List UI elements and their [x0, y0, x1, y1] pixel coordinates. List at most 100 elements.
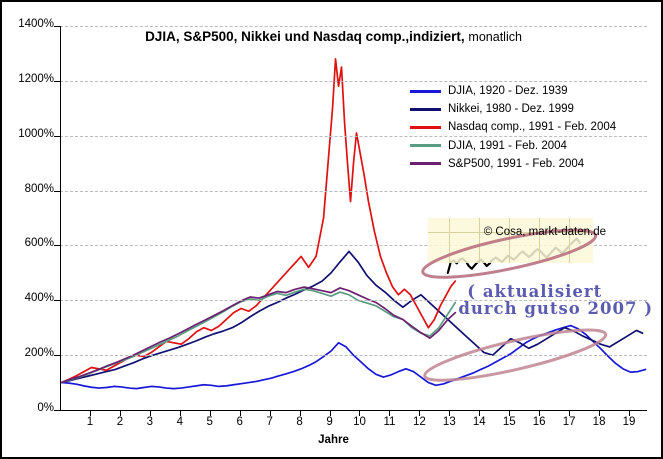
y-axis-tickmark [54, 190, 60, 192]
x-axis-tick-label: 14 [472, 416, 486, 428]
x-axis-tick-label: 12 [412, 416, 426, 428]
x-axis-tick-label: 4 [176, 416, 183, 428]
y-axis-tick-label: 0% [37, 402, 54, 414]
y-axis-tick-label: 600% [24, 237, 54, 250]
gridline [60, 80, 647, 82]
highlight-box-gridline [569, 218, 571, 264]
x-axis-tick-label: 6 [236, 416, 243, 428]
highlight-box-gridline [428, 231, 594, 233]
x-axis-tick-label: 5 [206, 416, 213, 428]
chart-legend: DJIA, 1920 - Dez. 1939 Nikkei, 1980 - Dez… [410, 82, 616, 173]
y-axis-tick-label: 1400% [18, 18, 54, 30]
x-axis-tick-label: 9 [326, 416, 333, 428]
x-axis-tick-label: 18 [592, 416, 606, 428]
legend-item[interactable]: DJIA, 1991 - Feb. 2004 [410, 137, 616, 155]
x-axis-tickmark [299, 410, 301, 416]
annotation-ellipses [421, 228, 608, 382]
x-axis-tick-label: 13 [442, 416, 456, 428]
highlight-box-gridline [449, 218, 451, 264]
legend-item[interactable]: S&P500, 1991 - Feb. 2004 [410, 155, 616, 173]
legend-label: Nikkei, 1980 - Dez. 1999 [448, 103, 574, 116]
x-axis-tickmark [599, 410, 601, 416]
gridline [60, 190, 647, 192]
chart-title-sub: monatlich [468, 30, 522, 44]
legend-color-swatch [410, 162, 441, 166]
x-axis-tickmark [359, 410, 361, 416]
plot-area [60, 26, 647, 410]
x-axis-tickmark [119, 410, 121, 416]
x-axis-tickmark [209, 410, 211, 416]
x-axis-tickmark [539, 410, 541, 416]
legend-item[interactable]: Nasdaq comp., 1991 - Feb. 2004 [410, 118, 616, 136]
x-axis-tickmark [569, 410, 571, 416]
legend-item[interactable]: DJIA, 1920 - Dez. 1939 [410, 82, 616, 100]
highlight-box [428, 218, 594, 264]
y-axis-tick-label: 1200% [18, 72, 54, 85]
x-axis-line [60, 410, 647, 411]
x-axis-tick-label: 15 [502, 416, 516, 428]
watermark-label: © Cosa, markt-daten.de [483, 225, 607, 238]
x-axis-tickmark [389, 410, 391, 416]
x-axis-title: Jahre [318, 434, 349, 446]
y-axis-tick-label: 800% [24, 182, 54, 195]
x-axis-tick-label: 8 [296, 416, 303, 428]
x-axis-tickmark [239, 410, 241, 416]
x-axis-tickmark [629, 410, 631, 416]
x-axis-tick-label: 3 [146, 416, 154, 428]
highlight-box-gridline [479, 218, 481, 264]
x-axis-tickmark [89, 410, 91, 416]
y-axis-tickmark [54, 410, 60, 411]
series-line [60, 286, 457, 384]
y-axis-tickmark [54, 245, 60, 247]
x-axis-tickmark [419, 410, 421, 416]
x-axis-tickmark [509, 410, 511, 416]
highlight-box-gridline [539, 218, 541, 264]
legend-color-swatch [410, 89, 441, 93]
x-axis-tickmark [449, 410, 451, 416]
handwritten-annotation-line1: ( aktualisiert [467, 282, 603, 302]
chart-title: DJIA, S&P500, Nikkei und Nasdaq comp.,in… [2, 29, 661, 44]
legend-color-swatch [410, 144, 441, 148]
x-axis-tick-label: 1 [86, 416, 94, 428]
y-axis-tickmark [54, 300, 60, 302]
x-axis-tick-label: 11 [383, 416, 396, 428]
y-axis-line [60, 26, 61, 410]
x-axis-tickmark [269, 410, 271, 416]
legend-label: DJIA, 1920 - Dez. 1939 [448, 85, 568, 98]
x-axis-tick-label: 17 [562, 416, 576, 428]
y-axis-tick-label: 1000% [18, 127, 54, 140]
y-axis-tick-label: 200% [24, 347, 54, 360]
y-axis-tickmark [54, 135, 60, 137]
x-axis-tick-label: 10 [353, 416, 366, 428]
legend-label: DJIA, 1991 - Feb. 2004 [448, 139, 567, 152]
series-line [60, 250, 644, 384]
handwritten-annotation-line2: durch gutso 2007 ) [458, 298, 653, 318]
y-axis-tickmark [54, 80, 60, 82]
gridline [60, 245, 647, 247]
chart-title-main: DJIA, S&P500, Nikkei und Nasdaq comp.,in… [145, 29, 465, 44]
gridline [60, 355, 647, 357]
x-axis-tickmark [179, 410, 181, 416]
y-axis-tickmark [54, 26, 60, 27]
x-axis-tick-label: 16 [532, 416, 546, 428]
gridline [60, 300, 647, 302]
y-axis-tickmark [54, 355, 60, 357]
lower-ellipse [423, 328, 608, 382]
gridline [60, 26, 647, 27]
upper-ellipse [421, 228, 598, 279]
x-axis-tick-label: 2 [116, 416, 124, 428]
highlight-box-gridline [509, 218, 511, 264]
legend-label: Nasdaq comp., 1991 - Feb. 2004 [448, 121, 617, 134]
y-axis-tick-label: 400% [24, 292, 54, 305]
legend-color-swatch [410, 107, 441, 111]
x-axis-tickmark [329, 410, 331, 416]
legend-color-swatch [410, 125, 441, 129]
legend-item[interactable]: Nikkei, 1980 - Dez. 1999 [410, 100, 616, 118]
x-axis-tick-label: 19 [622, 416, 636, 428]
legend-label: S&P500, 1991 - Feb. 2004 [448, 157, 585, 170]
gridline [60, 135, 647, 137]
x-axis-tickmark [479, 410, 481, 416]
x-axis-tickmark [149, 410, 151, 416]
x-axis-tick-label: 7 [266, 416, 273, 428]
